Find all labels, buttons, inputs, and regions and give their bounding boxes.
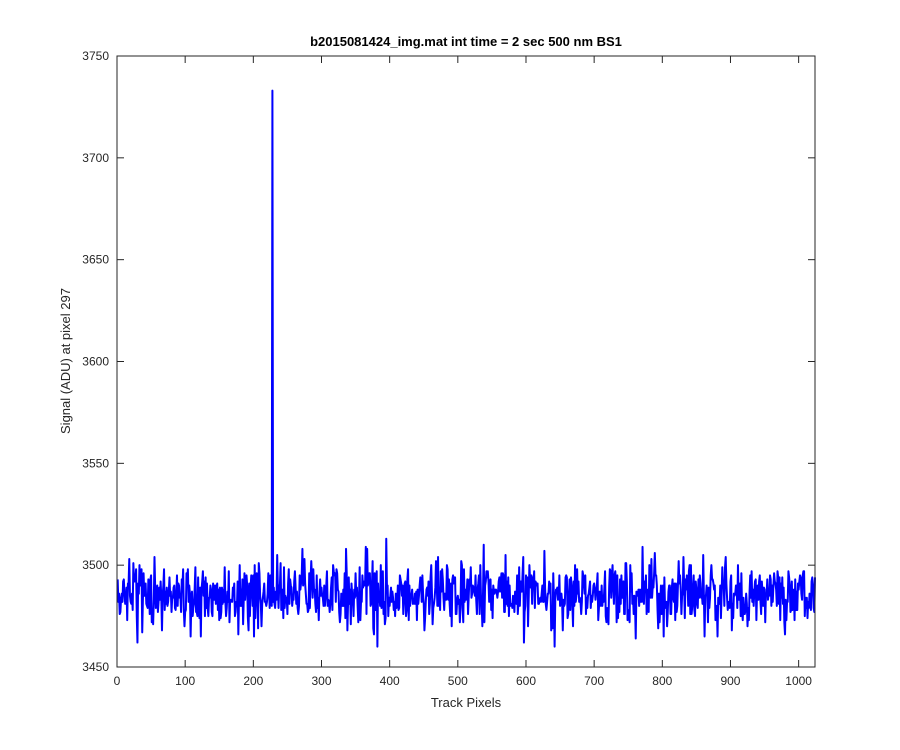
x-tick-label: 500 <box>448 674 468 688</box>
x-tick-label: 600 <box>516 674 536 688</box>
y-tick-label: 3550 <box>82 456 109 470</box>
x-axis-label: Track Pixels <box>431 695 502 710</box>
series-layer <box>116 89 816 648</box>
y-axis-label: Signal (ADU) at pixel 297 <box>58 288 73 434</box>
signal-series-line <box>116 89 816 648</box>
y-tick-label: 3450 <box>82 660 109 674</box>
x-tick-label: 400 <box>380 674 400 688</box>
x-tick-label: 300 <box>311 674 331 688</box>
y-tick-label: 3650 <box>82 253 109 267</box>
x-tick-label: 200 <box>243 674 263 688</box>
chart-title: b2015081424_img.mat int time = 2 sec 500… <box>310 34 622 49</box>
y-tick-label: 3600 <box>82 355 109 369</box>
x-tick-label: 0 <box>114 674 121 688</box>
x-tick-label: 700 <box>584 674 604 688</box>
x-tick-label: 100 <box>175 674 195 688</box>
x-tick-label: 900 <box>720 674 740 688</box>
y-tick-label: 3500 <box>82 558 109 572</box>
x-tick-label: 1000 <box>785 674 812 688</box>
plot-area <box>117 56 815 667</box>
ticks-layer: 0 100 200 300 400 500 600 700 800 900 1000 3450 3500… <box>82 49 815 688</box>
y-tick-label: 3750 <box>82 49 109 63</box>
y-tick-label: 3700 <box>82 151 109 165</box>
x-tick-label: 800 <box>652 674 672 688</box>
